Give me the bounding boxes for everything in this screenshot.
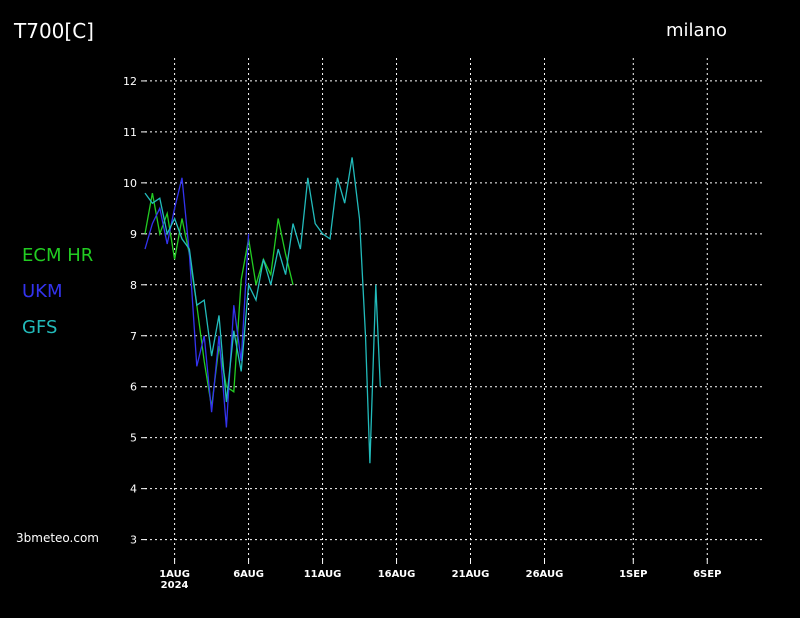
y-tick-label: 4 <box>130 483 137 496</box>
x-tick-label: 1AUG <box>159 569 190 580</box>
legend-entry: GFS <box>22 317 57 338</box>
y-tick-label: 6 <box>130 381 137 394</box>
x-tick-label: 6SEP <box>693 569 721 580</box>
y-tick-label: 8 <box>130 279 137 292</box>
y-tick-label: 7 <box>130 330 137 343</box>
watermark: 3bmeteo.com <box>16 531 99 545</box>
x-tick-label: 1SEP <box>619 569 647 580</box>
legend-entry: UKM <box>22 281 63 302</box>
series-line <box>144 177 250 428</box>
y-tick-label: 9 <box>130 228 137 241</box>
x-tick-label: 26AUG <box>526 569 564 580</box>
x-tick-label: 21AUG <box>452 569 490 580</box>
y-tick-label: 12 <box>123 75 137 88</box>
chart-title: T700[C] <box>13 19 94 43</box>
y-tick-label: 11 <box>123 126 137 139</box>
location: milano <box>666 20 727 41</box>
legend-entry: ECM HR <box>22 245 93 266</box>
x-tick-label: 11AUG <box>304 569 342 580</box>
x-tick-label: 16AUG <box>378 569 416 580</box>
x-tick-label: 6AUG <box>233 569 264 580</box>
y-tick-label: 3 <box>130 534 137 547</box>
x-tick-year: 2024 <box>161 580 189 591</box>
y-tick-label: 10 <box>123 177 137 190</box>
series-line <box>144 157 381 464</box>
y-tick-label: 5 <box>130 432 137 445</box>
